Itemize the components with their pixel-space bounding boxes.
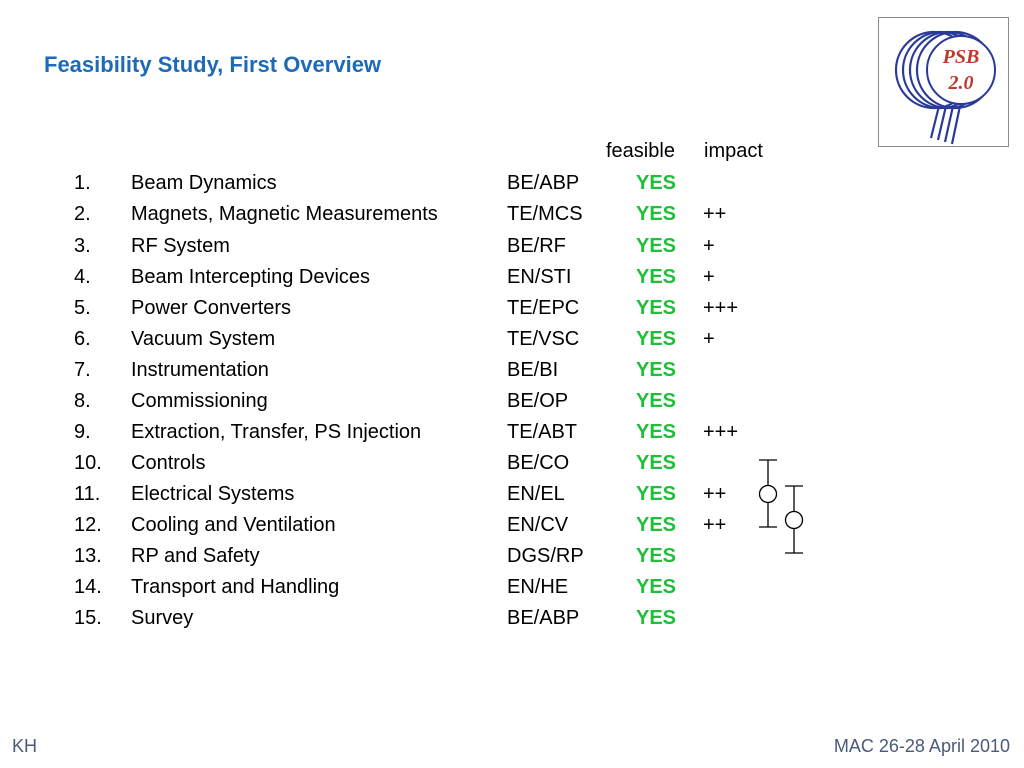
row-number: 5. <box>74 297 91 319</box>
row-impact: +++ <box>703 421 739 443</box>
row-feasible: YES <box>636 235 677 257</box>
row-impact: ++ <box>703 514 727 536</box>
row-department: BE/CO <box>507 452 570 474</box>
row-impact: +++ <box>703 297 739 319</box>
row-department: BE/OP <box>507 390 569 412</box>
row-system: Cooling and Ventilation <box>131 514 336 536</box>
row-system: Magnets, Magnetic Measurements <box>131 203 438 225</box>
row-feasible: YES <box>636 266 677 288</box>
row-system: Survey <box>131 607 194 629</box>
row-impact: ++ <box>703 203 727 225</box>
row-number: 6. <box>74 328 91 350</box>
row-department: EN/HE <box>507 576 569 598</box>
header-impact: impact <box>704 140 763 162</box>
table-row: 10. Controls BE/CO YES <box>0 448 900 479</box>
row-number: 15. <box>74 607 102 629</box>
row-system: Electrical Systems <box>131 483 295 505</box>
row-number: 11. <box>74 483 101 505</box>
row-system: RP and Safety <box>131 545 260 567</box>
row-feasible: YES <box>636 452 677 474</box>
row-feasible: YES <box>636 359 677 381</box>
row-number: 4. <box>74 266 91 288</box>
row-impact: + <box>703 328 715 350</box>
row-feasible: YES <box>636 421 677 443</box>
row-number: 12. <box>74 514 102 536</box>
row-number: 7. <box>74 359 91 381</box>
row-impact: + <box>703 235 715 257</box>
row-number: 8. <box>74 390 91 412</box>
header-feasible: feasible <box>606 140 675 162</box>
row-department: BE/BI <box>507 359 559 381</box>
row-department: BE/RF <box>507 235 566 257</box>
table-row: 9. Extraction, Transfer, PS Injection TE… <box>0 417 900 448</box>
row-department: TE/EPC <box>507 297 580 319</box>
table-row: 7. Instrumentation BE/BI YES <box>0 355 900 386</box>
row-department: TE/ABT <box>507 421 578 443</box>
row-impact: + <box>703 266 715 288</box>
table-row: 14. Transport and Handling EN/HE YES <box>0 572 900 603</box>
row-feasible: YES <box>636 576 677 598</box>
row-department: BE/ABP <box>507 172 580 194</box>
row-system: Commissioning <box>131 390 268 412</box>
row-system: Power Converters <box>131 297 292 319</box>
logo-line2: 2.0 <box>948 72 974 94</box>
table-row: 13. RP and Safety DGS/RP YES <box>0 541 900 572</box>
footer-author: KH <box>12 736 38 756</box>
row-number: 2. <box>74 203 91 225</box>
row-department: EN/STI <box>507 266 572 288</box>
table-row: 11. Electrical Systems EN/EL YES ++ <box>0 479 900 510</box>
table-row: 4. Beam Intercepting Devices EN/STI YES … <box>0 262 900 293</box>
row-department: TE/VSC <box>507 328 580 350</box>
row-system: Extraction, Transfer, PS Injection <box>131 421 422 443</box>
row-feasible: YES <box>636 514 677 536</box>
logo-line1: PSB <box>942 46 980 68</box>
row-system: Controls <box>131 452 206 474</box>
table-row: 6. Vacuum System TE/VSC YES + <box>0 324 900 355</box>
table-row: 8. Commissioning BE/OP YES <box>0 386 900 417</box>
row-feasible: YES <box>636 203 677 225</box>
table-row: 3. RF System BE/RF YES + <box>0 231 900 262</box>
row-feasible: YES <box>636 545 677 567</box>
table-row: 1. Beam Dynamics BE/ABP YES <box>0 168 900 199</box>
row-department: BE/ABP <box>507 607 580 629</box>
row-system: RF System <box>131 235 230 257</box>
row-system: Beam Dynamics <box>131 172 277 194</box>
row-feasible: YES <box>636 328 677 350</box>
row-impact: ++ <box>703 483 727 505</box>
row-number: 14. <box>74 576 102 598</box>
row-system: Vacuum System <box>131 328 276 350</box>
row-feasible: YES <box>636 390 677 412</box>
electrical-connection-icon <box>758 459 804 554</box>
row-system: Transport and Handling <box>131 576 340 598</box>
row-feasible: YES <box>636 483 677 505</box>
psb-logo: PSB 2.0 <box>878 17 1009 147</box>
row-number: 10. <box>74 452 102 474</box>
row-number: 13. <box>74 545 102 567</box>
row-number: 9. <box>74 421 91 443</box>
row-system: Instrumentation <box>131 359 269 381</box>
table-row: 2. Magnets, Magnetic Measurements TE/MCS… <box>0 199 900 230</box>
row-department: DGS/RP <box>507 545 584 567</box>
row-feasible: YES <box>636 607 677 629</box>
table-row: 15. Survey BE/ABP YES <box>0 603 900 634</box>
row-number: 1. <box>74 172 91 194</box>
table-row: 12. Cooling and Ventilation EN/CV YES ++ <box>0 510 900 541</box>
row-department: TE/MCS <box>507 203 583 225</box>
row-number: 3. <box>74 235 91 257</box>
row-department: EN/CV <box>507 514 569 536</box>
row-feasible: YES <box>636 297 677 319</box>
row-feasible: YES <box>636 172 677 194</box>
row-system: Beam Intercepting Devices <box>131 266 371 288</box>
row-department: EN/EL <box>507 483 565 505</box>
slide-title: Feasibility Study, First Overview <box>44 52 382 77</box>
footer-event: MAC 26-28 April 2010 <box>833 736 1010 756</box>
table-row: 5. Power Converters TE/EPC YES +++ <box>0 293 900 324</box>
